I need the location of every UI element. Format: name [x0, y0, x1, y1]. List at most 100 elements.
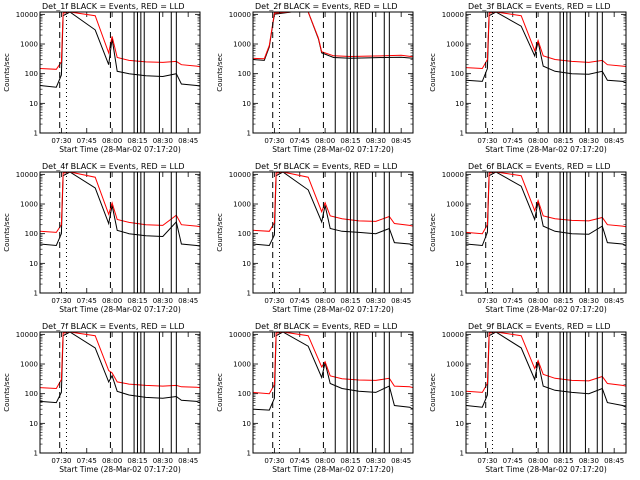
x-tick-label: 08:15 [340, 137, 360, 145]
plot-area [40, 172, 200, 293]
series-lld [40, 172, 200, 233]
panel-3: Det_3f BLACK = Events, RED = LLD Counts/s… [429, 2, 627, 154]
y-tick-label: 10000 [229, 171, 251, 179]
series-lld [40, 12, 200, 70]
x-axis-label: Start Time (28-Mar-02 07:17:20) [59, 305, 181, 314]
x-tick-label: 08:30 [153, 297, 173, 305]
y-tick-label: 100 [238, 390, 251, 398]
y-tick-label: 1000 [20, 41, 38, 49]
x-tick-label: 07:30 [477, 297, 497, 305]
panel-1: Det_1f BLACK = Events, RED = LLD Counts/s… [3, 2, 201, 154]
x-tick-label: 08:15 [553, 297, 573, 305]
x-tick-label: 07:30 [477, 457, 497, 465]
x-axis-label: Start Time (28-Mar-02 07:17:20) [59, 465, 181, 474]
x-tick-label: 07:45 [503, 137, 523, 145]
y-tick-label: 100 [25, 230, 38, 238]
x-tick-label: 08:45 [178, 457, 198, 465]
plot-frame [465, 331, 627, 454]
series-lld [466, 172, 626, 235]
y-axis-label: Counts/sec [3, 213, 11, 252]
x-tick-label: 07:45 [503, 457, 523, 465]
y-tick-label: 10 [242, 420, 251, 428]
panel-title: Det_5f BLACK = Events, RED = LLD [255, 162, 398, 171]
plot-area [253, 332, 413, 453]
x-tick-label: 07:45 [77, 457, 97, 465]
y-tick-label: 1000 [233, 41, 251, 49]
panel-title: Det_1f BLACK = Events, RED = LLD [42, 2, 185, 11]
panel-title: Det_7f BLACK = Events, RED = LLD [42, 322, 185, 331]
y-tick-label: 1000 [446, 201, 464, 209]
x-tick-label: 08:45 [604, 137, 624, 145]
x-axis-label: Start Time (28-Mar-02 07:17:20) [59, 145, 181, 154]
y-tick-label: 1000 [20, 201, 38, 209]
y-tick-label: 100 [451, 230, 464, 238]
y-tick-label: 1 [34, 130, 38, 138]
plot-frame [465, 11, 627, 134]
x-tick-label: 08:30 [579, 457, 599, 465]
x-tick-label: 07:45 [290, 297, 310, 305]
series-lld [253, 172, 413, 232]
x-axis-label: Start Time (28-Mar-02 07:17:20) [485, 305, 607, 314]
x-tick-label: 07:45 [77, 137, 97, 145]
x-tick-label: 08:15 [127, 137, 147, 145]
y-axis-label: Counts/sec [216, 213, 224, 252]
y-tick-label: 10 [29, 100, 38, 108]
panel-4: Det_4f BLACK = Events, RED = LLD Counts/s… [3, 162, 201, 314]
plot-area [40, 332, 200, 453]
y-axis-label: Counts/sec [216, 373, 224, 412]
plot-frame [252, 171, 414, 294]
y-tick-label: 10000 [442, 331, 464, 339]
y-tick-label: 10000 [16, 171, 38, 179]
x-tick-label: 07:45 [77, 297, 97, 305]
plot-frame [252, 331, 414, 454]
x-tick-label: 08:30 [579, 137, 599, 145]
series-lld [40, 332, 200, 390]
y-axis-label: Counts/sec [429, 53, 437, 92]
x-tick-label: 08:45 [391, 457, 411, 465]
x-axis-label: Start Time (28-Mar-02 07:17:20) [485, 465, 607, 474]
plot-area [253, 172, 413, 293]
x-tick-label: 08:15 [340, 457, 360, 465]
x-axis-label: Start Time (28-Mar-02 07:17:20) [272, 465, 394, 474]
x-tick-label: 07:45 [503, 297, 523, 305]
x-tick-label: 08:45 [391, 137, 411, 145]
panel-6: Det_6f BLACK = Events, RED = LLD Counts/s… [429, 162, 627, 314]
x-tick-label: 08:30 [366, 457, 386, 465]
y-tick-label: 100 [238, 230, 251, 238]
y-tick-label: 10000 [442, 11, 464, 19]
panel-title: Det_3f BLACK = Events, RED = LLD [468, 2, 611, 11]
x-tick-label: 08:00 [315, 137, 335, 145]
y-tick-label: 1 [247, 450, 251, 458]
plot-area [466, 12, 626, 133]
y-tick-label: 10000 [16, 331, 38, 339]
x-axis-label: Start Time (28-Mar-02 07:17:20) [485, 145, 607, 154]
x-tick-label: 07:30 [264, 137, 284, 145]
x-tick-label: 08:45 [391, 297, 411, 305]
x-tick-label: 08:00 [528, 137, 548, 145]
x-tick-label: 08:45 [178, 137, 198, 145]
x-tick-label: 08:15 [340, 297, 360, 305]
x-tick-label: 07:45 [290, 457, 310, 465]
y-tick-label: 100 [451, 390, 464, 398]
y-tick-label: 1000 [446, 41, 464, 49]
series-lld [466, 332, 626, 393]
panel-title: Det_6f BLACK = Events, RED = LLD [468, 162, 611, 171]
y-tick-label: 10 [455, 100, 464, 108]
y-tick-label: 1000 [233, 361, 251, 369]
panel-7: Det_7f BLACK = Events, RED = LLD Counts/s… [3, 322, 201, 474]
panel-8: Det_8f BLACK = Events, RED = LLD Counts/s… [216, 322, 414, 474]
x-tick-label: 07:30 [51, 137, 71, 145]
y-tick-label: 1000 [233, 201, 251, 209]
panel-5: Det_5f BLACK = Events, RED = LLD Counts/s… [216, 162, 414, 314]
y-tick-label: 100 [451, 70, 464, 78]
y-tick-label: 10 [455, 420, 464, 428]
x-tick-label: 08:30 [153, 457, 173, 465]
x-tick-label: 08:45 [604, 297, 624, 305]
x-tick-label: 08:30 [579, 297, 599, 305]
x-tick-label: 08:00 [315, 297, 335, 305]
x-tick-label: 08:15 [127, 457, 147, 465]
plot-area [253, 12, 413, 133]
series-lld [466, 12, 626, 70]
plot-frame [465, 171, 627, 294]
plot-frame [39, 11, 201, 134]
